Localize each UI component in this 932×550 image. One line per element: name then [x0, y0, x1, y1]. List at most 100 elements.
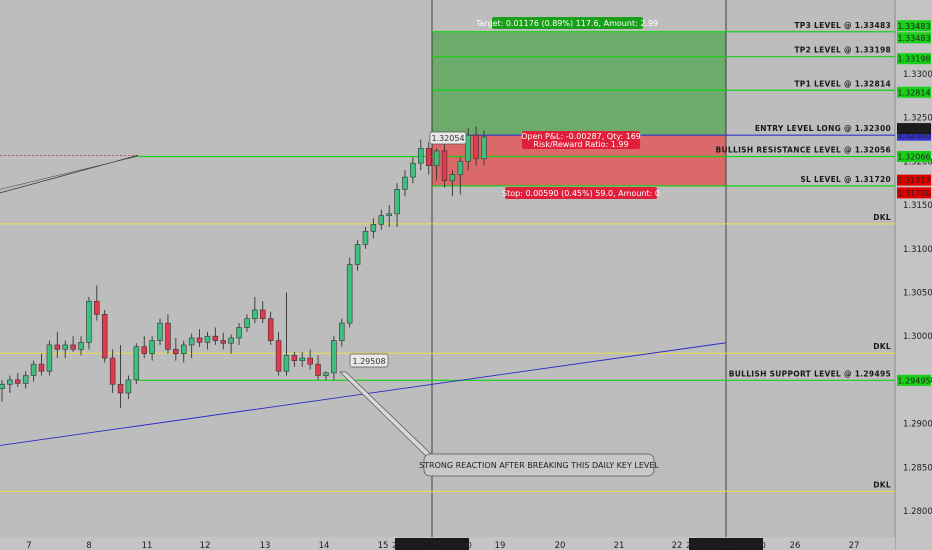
candle-11[interactable] — [78, 342, 84, 350]
candle-53[interactable] — [410, 162, 416, 178]
level-badge-2: 1.33198 — [897, 55, 930, 64]
entry-price-tag-bg — [429, 131, 467, 145]
candle-60[interactable] — [465, 134, 471, 162]
dkl-label-2: DKL — [873, 342, 891, 351]
candle-33[interactable] — [252, 309, 258, 320]
candle-40[interactable] — [307, 357, 313, 365]
candle-6[interactable] — [38, 363, 45, 372]
extra-badge-2-bg — [897, 123, 931, 135]
candle-52[interactable] — [402, 176, 408, 190]
pnl-info-bg — [522, 131, 640, 149]
candle-24[interactable] — [180, 344, 187, 354]
level-label-3: TP1 LEVEL @ 1.32814 — [794, 79, 891, 88]
candle-57[interactable] — [441, 150, 448, 181]
candle-21[interactable] — [157, 322, 163, 341]
candle-59[interactable] — [457, 161, 464, 175]
candle-55[interactable] — [425, 147, 432, 167]
candle-16[interactable] — [117, 383, 124, 394]
candle-62[interactable] — [481, 136, 487, 160]
candle-9[interactable] — [62, 344, 68, 350]
candle-49[interactable] — [378, 215, 385, 225]
candle-23[interactable] — [173, 349, 179, 354]
candle-54[interactable] — [418, 147, 424, 164]
extra-badge-1-bg — [897, 20, 931, 32]
level-badge-4: 1.32300 — [897, 131, 930, 140]
x-tick-6: 14 — [319, 541, 330, 550]
level-label-4: ENTRY LEVEL LONG @ 1.32300 — [755, 124, 891, 133]
callout-box — [423, 453, 655, 477]
entry-price-tag-text: 1.32054 — [431, 134, 464, 143]
candle-19[interactable] — [141, 346, 147, 354]
candle-42[interactable] — [323, 372, 329, 376]
candle-45[interactable] — [346, 264, 353, 324]
candle-36[interactable] — [275, 340, 282, 372]
candle-31[interactable] — [236, 327, 242, 339]
x-tick-8: 2018-06-17 23:00:00 — [392, 541, 472, 550]
candle-58[interactable] — [449, 174, 456, 181]
candle-47[interactable] — [362, 231, 369, 245]
candle-25[interactable] — [188, 337, 195, 346]
candles-layer[interactable] — [0, 126, 487, 408]
candle-61[interactable] — [473, 134, 479, 160]
candle-30[interactable] — [228, 337, 234, 344]
candle-28[interactable] — [212, 335, 219, 341]
candle-14[interactable] — [101, 314, 108, 359]
candle-1[interactable] — [0, 383, 5, 389]
level-badge-1-bg — [897, 32, 931, 44]
low-price-tag: 1.29508 — [349, 353, 389, 368]
candle-2[interactable] — [7, 379, 13, 385]
candle-12[interactable] — [86, 300, 92, 343]
candle-26[interactable] — [196, 337, 203, 343]
candle-56[interactable] — [433, 150, 440, 167]
candle-50[interactable] — [386, 213, 392, 216]
y-tick-9: 1.29000 — [903, 420, 932, 430]
candle-3[interactable] — [15, 379, 21, 384]
level-badge-3-bg — [897, 86, 931, 98]
candle-39[interactable] — [299, 357, 306, 361]
candle-32[interactable] — [244, 318, 250, 328]
candle-35[interactable] — [267, 318, 274, 341]
candle-41[interactable] — [315, 363, 321, 376]
candle-22[interactable] — [165, 322, 171, 350]
candle-10[interactable] — [70, 344, 76, 350]
level-badge-6: 1.31720 — [897, 189, 930, 198]
x-tick-1: 7 — [26, 541, 31, 550]
candle-27[interactable] — [204, 335, 211, 343]
x-tick-14: 26 — [790, 541, 801, 550]
y-tick-11: 1.28000 — [903, 507, 932, 517]
candle-29[interactable] — [220, 340, 226, 344]
axis-layer: 1.33000 1.32500 1.32000 1.31500 1.31000 1.305… — [26, 20, 932, 550]
x-tick-4: 12 — [200, 541, 211, 550]
candle-8[interactable] — [54, 344, 61, 350]
candle-20[interactable] — [149, 340, 155, 354]
extra-badge-3-bg — [897, 174, 931, 186]
level-badge-7-bg — [897, 374, 931, 386]
candle-17[interactable] — [125, 379, 132, 394]
candle-15[interactable] — [109, 357, 116, 385]
candle-43[interactable] — [331, 340, 337, 374]
risk-reward-text: Risk/Reward Ratio: 1.99 — [533, 140, 628, 149]
level-labels-layer: DKL DKL DKL TP3 LEVEL @ 1.33483 TP2 LEVEL @ … — [716, 21, 891, 490]
candle-4[interactable] — [22, 375, 29, 384]
dkl-label-3: DKL — [873, 480, 891, 489]
extra-badge-3: 1.31717 — [897, 176, 930, 185]
candle-5[interactable] — [30, 363, 37, 376]
y-tick-10: 1.28500 — [903, 463, 932, 473]
y-tick-4: 1.31500 — [903, 201, 932, 211]
candle-51[interactable] — [394, 189, 400, 215]
candle-18[interactable] — [133, 346, 140, 381]
candle-38[interactable] — [291, 355, 298, 361]
candle-46[interactable] — [354, 244, 361, 265]
candle-37[interactable] — [283, 355, 290, 372]
target-info-text: Target: 0.01176 (0.89%) 117.6, Amount: 2… — [475, 19, 658, 28]
candle-13[interactable] — [94, 300, 100, 315]
candle-48[interactable] — [370, 224, 377, 232]
candle-7[interactable] — [46, 344, 53, 372]
extra-badge-2: 1.32307 — [897, 125, 930, 134]
candle-34[interactable] — [260, 309, 266, 320]
level-badge-7: 1.29495 — [897, 376, 930, 385]
low-price-tag-text: 1.29508 — [352, 357, 385, 366]
x-tick-13: 2018-06-24 23:00:00 — [686, 541, 766, 550]
candle-44[interactable] — [339, 322, 345, 341]
